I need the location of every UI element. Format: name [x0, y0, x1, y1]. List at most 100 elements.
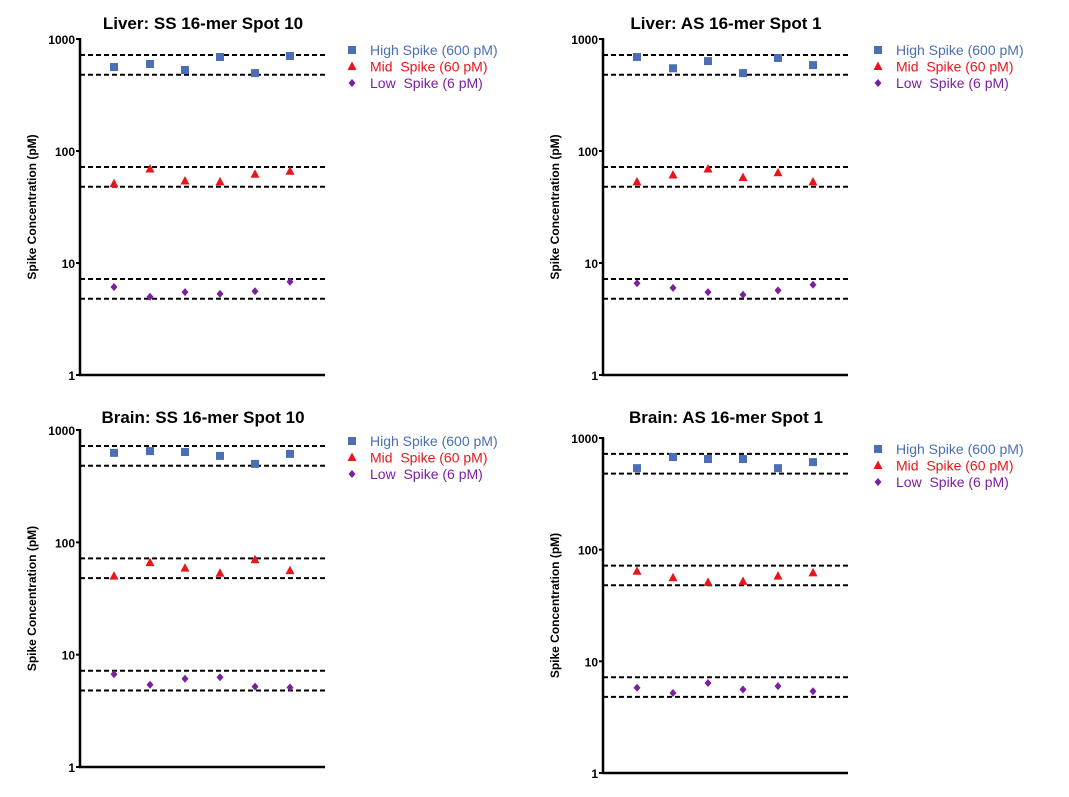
- legend-label: Low Spike (6 pM): [896, 474, 1009, 490]
- data-point-square: [216, 52, 224, 61]
- data-point-triangle: [180, 563, 190, 572]
- data-point-diamond: [251, 682, 259, 691]
- data-point-square: [774, 464, 782, 473]
- data-point-triangle: [109, 178, 119, 188]
- chart-panel-2: Liver: AS 16-mer Spot 1 Spike Concentrati…: [548, 14, 1024, 383]
- chart-title: Liver: SS 16-mer Spot 10: [103, 14, 303, 33]
- data-point-triangle: [773, 167, 783, 177]
- chart-title: Brain: SS 16-mer Spot 10: [101, 408, 304, 427]
- data-point-diamond: [633, 683, 641, 692]
- legend-label: High Spike (600 pM): [896, 42, 1024, 58]
- data-point-square: [251, 459, 259, 468]
- data-point-diamond: [286, 277, 294, 286]
- data-point-square: [181, 65, 189, 74]
- legend-label: Low Spike (6 pM): [896, 75, 1009, 91]
- y-tick-label: 1: [591, 369, 598, 383]
- data-point-diamond: [251, 287, 259, 296]
- data-point-square: [110, 63, 118, 72]
- y-tick-label: 1000: [571, 432, 598, 446]
- data-point-square: [704, 455, 712, 464]
- data-point-diamond: [146, 292, 154, 301]
- data-point-triangle: [215, 568, 225, 577]
- chart-panel-3: Brain: SS 16-mer Spot 10 Spike Concentrat…: [25, 408, 498, 775]
- data-point-square: [739, 455, 747, 464]
- legend-label: Mid Spike (60 pM): [896, 458, 1013, 474]
- data-point-diamond: [809, 687, 817, 696]
- data-point-triangle: [738, 172, 748, 181]
- y-tick-label: 1000: [48, 33, 75, 47]
- data-point-square: [633, 52, 641, 61]
- legend-label: Mid Spike (60 pM): [896, 59, 1013, 75]
- data-point-square: [251, 69, 259, 78]
- y-tick-label: 100: [578, 544, 598, 558]
- data-point-triangle: [215, 176, 225, 186]
- y-tick-label: 1000: [48, 424, 75, 438]
- data-point-diamond: [286, 683, 294, 692]
- legend-marker-diamond: [348, 79, 356, 87]
- data-point-diamond: [181, 288, 189, 297]
- data-point-triangle: [703, 577, 713, 586]
- data-point-diamond: [669, 689, 677, 698]
- data-point-diamond: [110, 283, 118, 292]
- data-point-diamond: [774, 682, 782, 691]
- data-point-square: [181, 448, 189, 457]
- legend-marker-triangle: [873, 460, 883, 469]
- y-axis-label: Spike Concentration (pM): [25, 134, 39, 279]
- data-point-square: [739, 69, 747, 78]
- data-point-triangle: [808, 567, 818, 577]
- legend-marker-triangle: [347, 61, 357, 70]
- data-point-diamond: [704, 678, 712, 687]
- data-point-diamond: [216, 289, 224, 298]
- chart-panel-1: Liver: SS 16-mer Spot 10 Spike Concentrat…: [25, 14, 498, 383]
- data-point-diamond: [146, 680, 154, 689]
- legend-label: Mid Spike (60 pM): [370, 450, 487, 466]
- data-point-triangle: [632, 176, 642, 186]
- data-point-triangle: [109, 571, 119, 580]
- y-tick-label: 10: [62, 257, 76, 271]
- data-point-triangle: [285, 166, 295, 175]
- data-point-diamond: [809, 280, 817, 289]
- data-point-square: [286, 52, 294, 61]
- y-axis-label: Spike Concentration (pM): [548, 134, 562, 279]
- data-point-triangle: [808, 176, 818, 186]
- data-point-square: [809, 458, 817, 467]
- y-tick-label: 1: [68, 761, 75, 775]
- legend-label: Low Spike (6 pM): [370, 75, 483, 91]
- data-point-diamond: [181, 674, 189, 683]
- chart-title: Liver: AS 16-mer Spot 1: [630, 14, 821, 33]
- legend-marker-square: [874, 445, 882, 453]
- legend-marker-diamond: [874, 79, 882, 87]
- y-tick-label: 1: [68, 369, 75, 383]
- chart-panel-4: Brain: AS 16-mer Spot 1 Spike Concentrati…: [548, 408, 1024, 781]
- legend-label: Low Spike (6 pM): [370, 466, 483, 482]
- data-point-diamond: [669, 283, 677, 292]
- legend-marker-square: [348, 437, 356, 445]
- y-tick-label: 100: [55, 145, 75, 159]
- y-tick-label: 10: [62, 649, 76, 663]
- data-point-square: [146, 60, 154, 69]
- data-point-triangle: [738, 576, 748, 585]
- data-point-diamond: [216, 673, 224, 682]
- y-tick-label: 1: [591, 767, 598, 781]
- y-tick-label: 100: [55, 536, 75, 550]
- data-point-triangle: [773, 571, 783, 580]
- legend-marker-triangle: [347, 452, 357, 461]
- data-point-square: [704, 57, 712, 66]
- legend-label: Mid Spike (60 pM): [370, 59, 487, 75]
- data-point-square: [774, 53, 782, 62]
- data-point-triangle: [250, 554, 260, 564]
- legend-marker-square: [348, 46, 356, 54]
- data-point-diamond: [633, 279, 641, 288]
- data-point-diamond: [739, 290, 747, 299]
- y-tick-label: 1000: [571, 33, 598, 47]
- data-point-square: [633, 464, 641, 473]
- legend-label: High Spike (600 pM): [370, 433, 498, 449]
- y-axis-label: Spike Concentration (pM): [25, 526, 39, 671]
- y-tick-label: 10: [585, 655, 599, 669]
- chart-title: Brain: AS 16-mer Spot 1: [629, 408, 823, 427]
- data-point-square: [216, 451, 224, 460]
- y-axis-label: Spike Concentration (pM): [548, 533, 562, 678]
- legend-label: High Spike (600 pM): [370, 42, 498, 58]
- data-point-triangle: [145, 557, 155, 567]
